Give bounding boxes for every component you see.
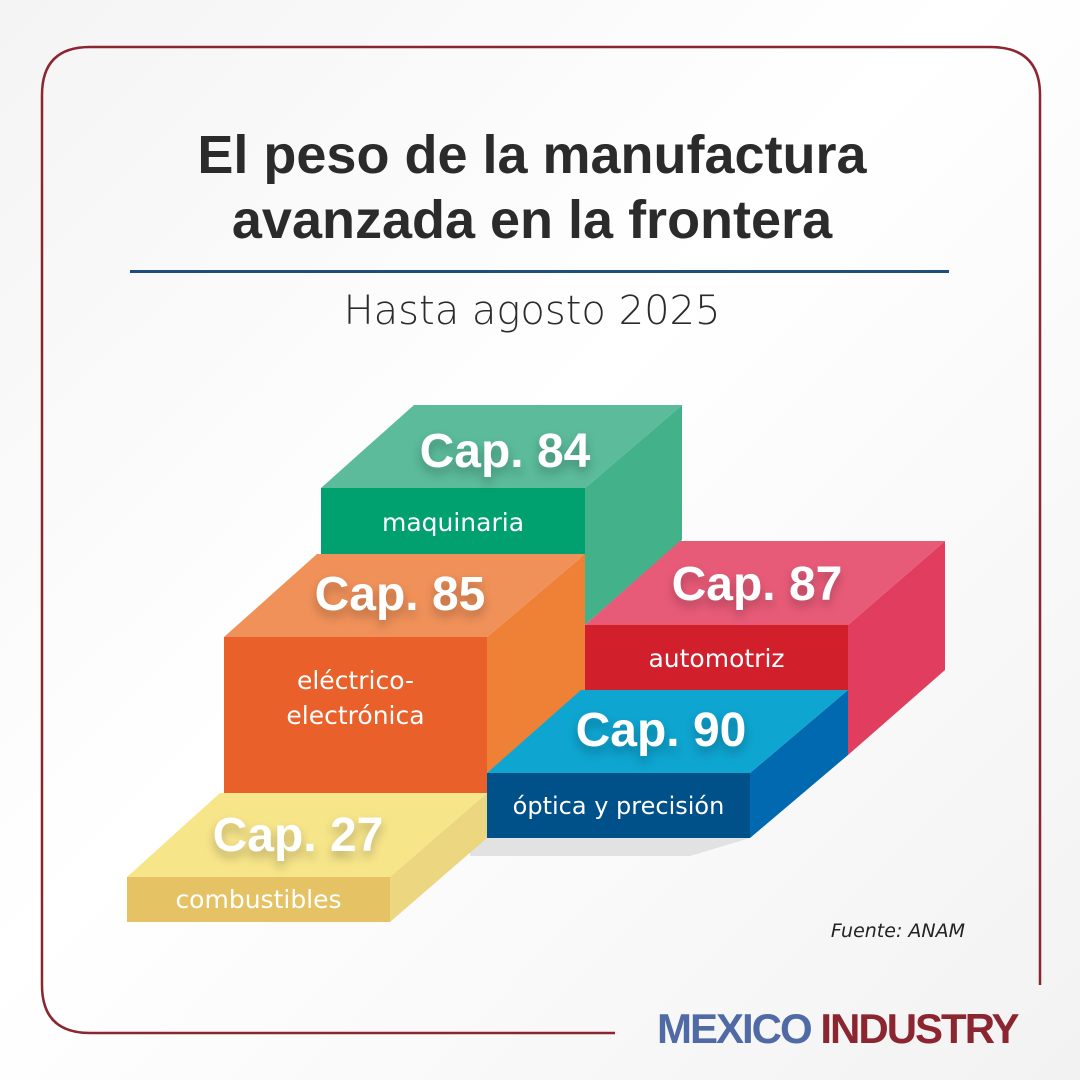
block-cap-90: [487, 690, 848, 838]
block-90-front: [487, 773, 750, 838]
block-shadow: [470, 838, 750, 856]
maquinaria-label: maquinaria: [381, 508, 525, 537]
source-note: Fuente: ANAM: [830, 920, 965, 942]
block-cap-87: [585, 541, 945, 755]
block-84-top: [321, 405, 682, 488]
cap-27-label: Cap. 27: [212, 809, 384, 862]
block-84-side: [585, 405, 682, 625]
combustibles-label: combustibles: [175, 885, 342, 914]
logo-word-industry: INDUSTRY: [820, 1005, 1019, 1052]
block-85-front: [224, 637, 487, 793]
block-87-top: [585, 541, 945, 625]
cap-85-label: Cap. 85: [314, 568, 486, 621]
cap-84-label: Cap. 84: [419, 425, 591, 478]
block-27-side: [390, 793, 487, 922]
title-line-1: El peso de la manufactura: [197, 125, 867, 185]
block-85-top: [224, 554, 585, 637]
block-90-side: [750, 690, 848, 838]
block-87-front: [585, 625, 848, 690]
title-line-2: avanzada en la frontera: [231, 190, 833, 250]
cap-90-label: Cap. 90: [575, 704, 747, 757]
mexico-industry-logo: MEXICO INDUSTRY: [657, 1005, 1019, 1053]
subtitle: Hasta agosto 2025: [343, 288, 721, 334]
title-divider: [130, 270, 949, 273]
block-27-top: [127, 793, 487, 877]
cap-87-label: Cap. 87: [671, 558, 843, 611]
block-cap-27: [127, 793, 487, 922]
block-84-front: [321, 488, 585, 558]
block-90-top: [487, 690, 848, 773]
electrico-label-line-2: electrónica: [286, 701, 425, 730]
block-85-side: [487, 554, 585, 773]
block-cap-85: [224, 554, 585, 793]
block-87-side: [848, 541, 945, 755]
optica-label: óptica y precisión: [512, 792, 725, 820]
electrico-label-line-1: eléctrico-: [296, 666, 414, 695]
block-cap-84: [321, 405, 682, 625]
automotriz-label: automotriz: [648, 644, 785, 673]
block-27-front: [127, 877, 390, 922]
logo-word-mexico: MEXICO: [657, 1005, 813, 1052]
